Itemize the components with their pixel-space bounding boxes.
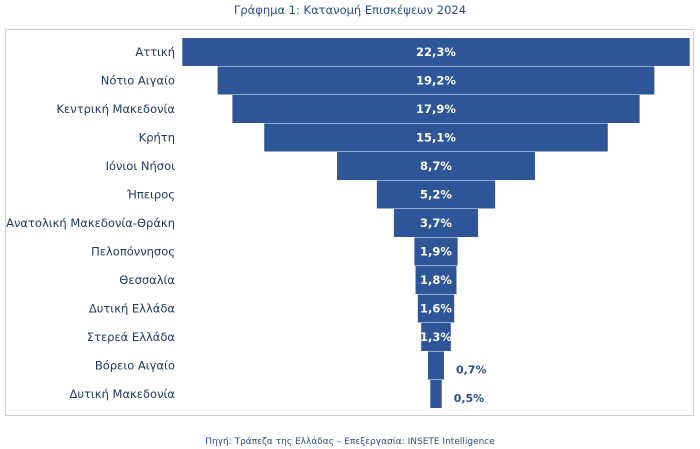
chart-title: Γράφημα 1: Κατανομή Επισκέψεων 2024 [233,3,467,17]
funnel-bar [232,95,640,123]
data-label: 1,8% [420,273,452,287]
data-label: 1,3% [420,330,452,344]
category-label: Δυτική Ελλάδα [89,302,176,316]
category-label: Στερεά Ελλάδα [87,330,176,344]
category-label: Θεσσαλία [119,273,175,287]
category-label: Αττική [135,45,175,59]
data-label: 1,9% [420,245,452,259]
funnel-bar [415,266,457,294]
category-label: Δυτική Μακεδονία [69,387,175,401]
category-label: Ήπειρος [126,188,175,202]
data-label: 1,6% [420,302,452,316]
funnel-bar [217,66,655,95]
data-label: 5,2% [420,188,452,202]
data-label: 22,3% [416,45,456,59]
data-label: 0,7% [456,364,487,377]
category-label: Ανατολική Μακεδονία-Θράκη [6,216,175,230]
data-label: 3,7% [420,216,452,230]
data-label: 8,7% [420,159,452,173]
category-label: Κρήτη [139,131,175,145]
funnel-bar [264,123,608,152]
funnel-bar [417,294,455,323]
funnel-bar [414,237,458,266]
category-label: Ιόνιοι Νήσοι [106,159,176,173]
funnel-bar [421,323,451,351]
funnel-bar [182,38,690,66]
source-note: Πηγή: Τράπεζα της Ελλάδας – Επεξεργασία:… [205,437,495,447]
category-label: Πελοπόννησος [91,245,175,259]
category-label: Κεντρική Μακεδονία [57,102,176,116]
data-label: 17,9% [416,102,456,116]
funnel-bar [428,351,444,380]
category-label: Νότιο Αιγαίο [101,74,175,88]
funnel-bar [430,380,442,408]
data-label: 15,1% [416,131,456,145]
data-label: 19,2% [416,74,456,88]
funnel-bar [376,180,496,209]
data-label: 0,5% [454,392,485,405]
funnel-bar [393,209,479,237]
chart-frame [5,29,694,416]
funnel-bar [337,152,535,180]
category-label: Βόρειο Αιγαίο [95,359,175,373]
